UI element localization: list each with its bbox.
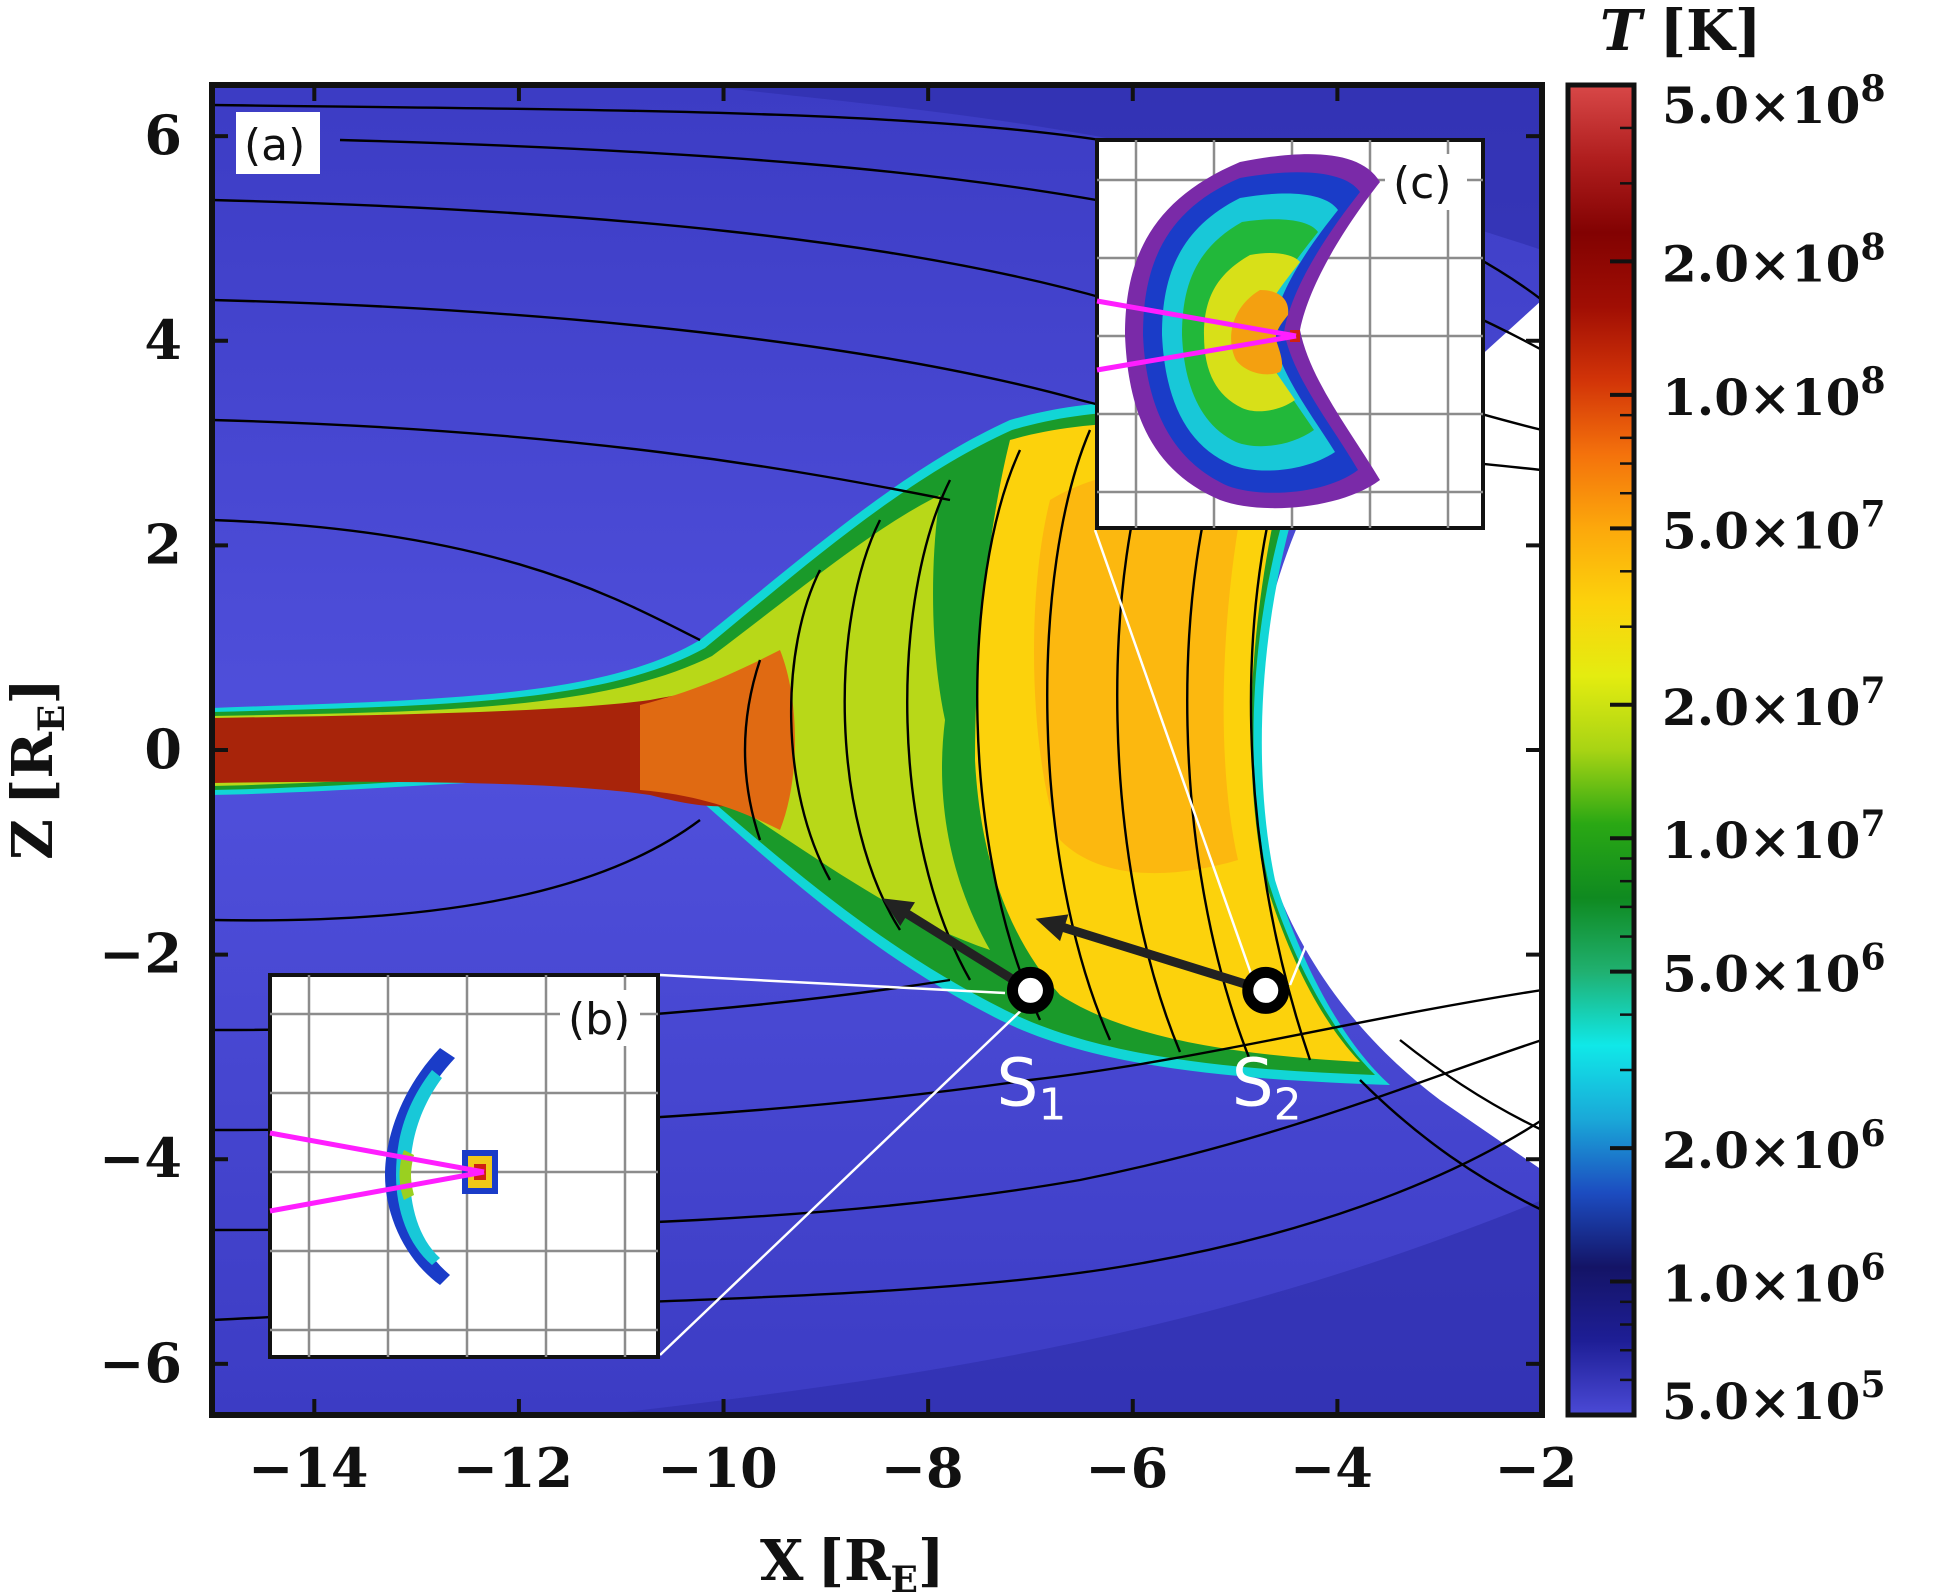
flow-arrow-head <box>1035 914 1069 942</box>
y-tick-label: −4 <box>99 1126 182 1190</box>
satellite-marker <box>1242 966 1290 1014</box>
colorbar-tick-label: 5.0×107 <box>1662 493 1886 560</box>
colorbar-title: T [K] <box>1600 0 1761 64</box>
y-tick-label: 6 <box>144 103 182 167</box>
panel-a-tag: (a) <box>244 120 305 171</box>
x-tick-label: −2 <box>1495 1436 1578 1500</box>
satellite-marker <box>1006 966 1054 1014</box>
plasma-sheet-core <box>212 692 760 807</box>
colorbar-fill <box>1565 82 1637 1418</box>
flow-arrow-shaft <box>891 901 1033 995</box>
satellites: S1 S2 <box>882 898 1302 1130</box>
flow-arrow-head <box>882 898 915 927</box>
y-tick-label: 2 <box>144 512 182 576</box>
colorbar-tick-label: 5.0×106 <box>1662 937 1886 1004</box>
colorbar-tick-label: 1.0×107 <box>1662 803 1886 870</box>
y-tick-label: −6 <box>99 1331 182 1395</box>
x-ticks: −14 −12 −10 −8 −6 −4 −2 <box>248 85 1577 1500</box>
satellite-label: S2 <box>1232 1044 1302 1130</box>
panel-c-tag: (c) <box>1393 158 1452 209</box>
x-axis-title: X [RE] <box>760 1528 944 1593</box>
colorbar-tick-label: 5.0×105 <box>1662 1364 1886 1431</box>
colorbar-tick-label: 1.0×106 <box>1662 1247 1886 1314</box>
inset-b: (b) <box>268 973 660 1359</box>
plasma-sheet-fan <box>640 650 795 830</box>
y-tick-label: 0 <box>144 717 182 781</box>
panel-b-tag: (b) <box>568 994 630 1045</box>
colorbar-tick-label: 2.0×108 <box>1662 226 1886 293</box>
x-tick-label: −10 <box>657 1436 777 1500</box>
colorbar-tick-label: 1.0×108 <box>1662 360 1886 427</box>
x-tick-label: −12 <box>453 1436 573 1500</box>
y-axis-title: Z[RE] <box>0 678 73 860</box>
y-ticks: 6 4 2 0 −2 −4 −6 <box>99 103 1542 1395</box>
x-tick-label: −8 <box>881 1436 964 1500</box>
x-tick-label: −4 <box>1290 1436 1373 1500</box>
y-tick-label: 4 <box>144 308 182 372</box>
colorbar-tick-label: 2.0×106 <box>1662 1113 1886 1180</box>
inset-c: (c) <box>1095 138 1485 530</box>
colorbar-tick-label: 2.0×107 <box>1662 670 1886 737</box>
lower-dark-band <box>600 1200 1542 1415</box>
x-tick-label: −6 <box>1085 1436 1168 1500</box>
x-tick-label: −14 <box>248 1436 368 1500</box>
upper-dark-band <box>700 85 1542 250</box>
panel-a-tag-box <box>236 112 320 174</box>
colorbar-tick-label: 5.0×108 <box>1662 68 1886 135</box>
y-tick-label: −2 <box>99 922 182 986</box>
flow-arrow-shaft <box>1052 920 1268 995</box>
satellite-label: S1 <box>996 1044 1066 1130</box>
colorbar: 5.0×108 2.0×108 1.0×108 5.0×107 2.0×107 1.0×1… <box>1565 0 1886 1431</box>
inset-connectors <box>659 529 1477 1356</box>
colorbar-ticks: 5.0×108 2.0×108 1.0×108 5.0×107 2.0×107 1.0×1… <box>1610 68 1886 1431</box>
